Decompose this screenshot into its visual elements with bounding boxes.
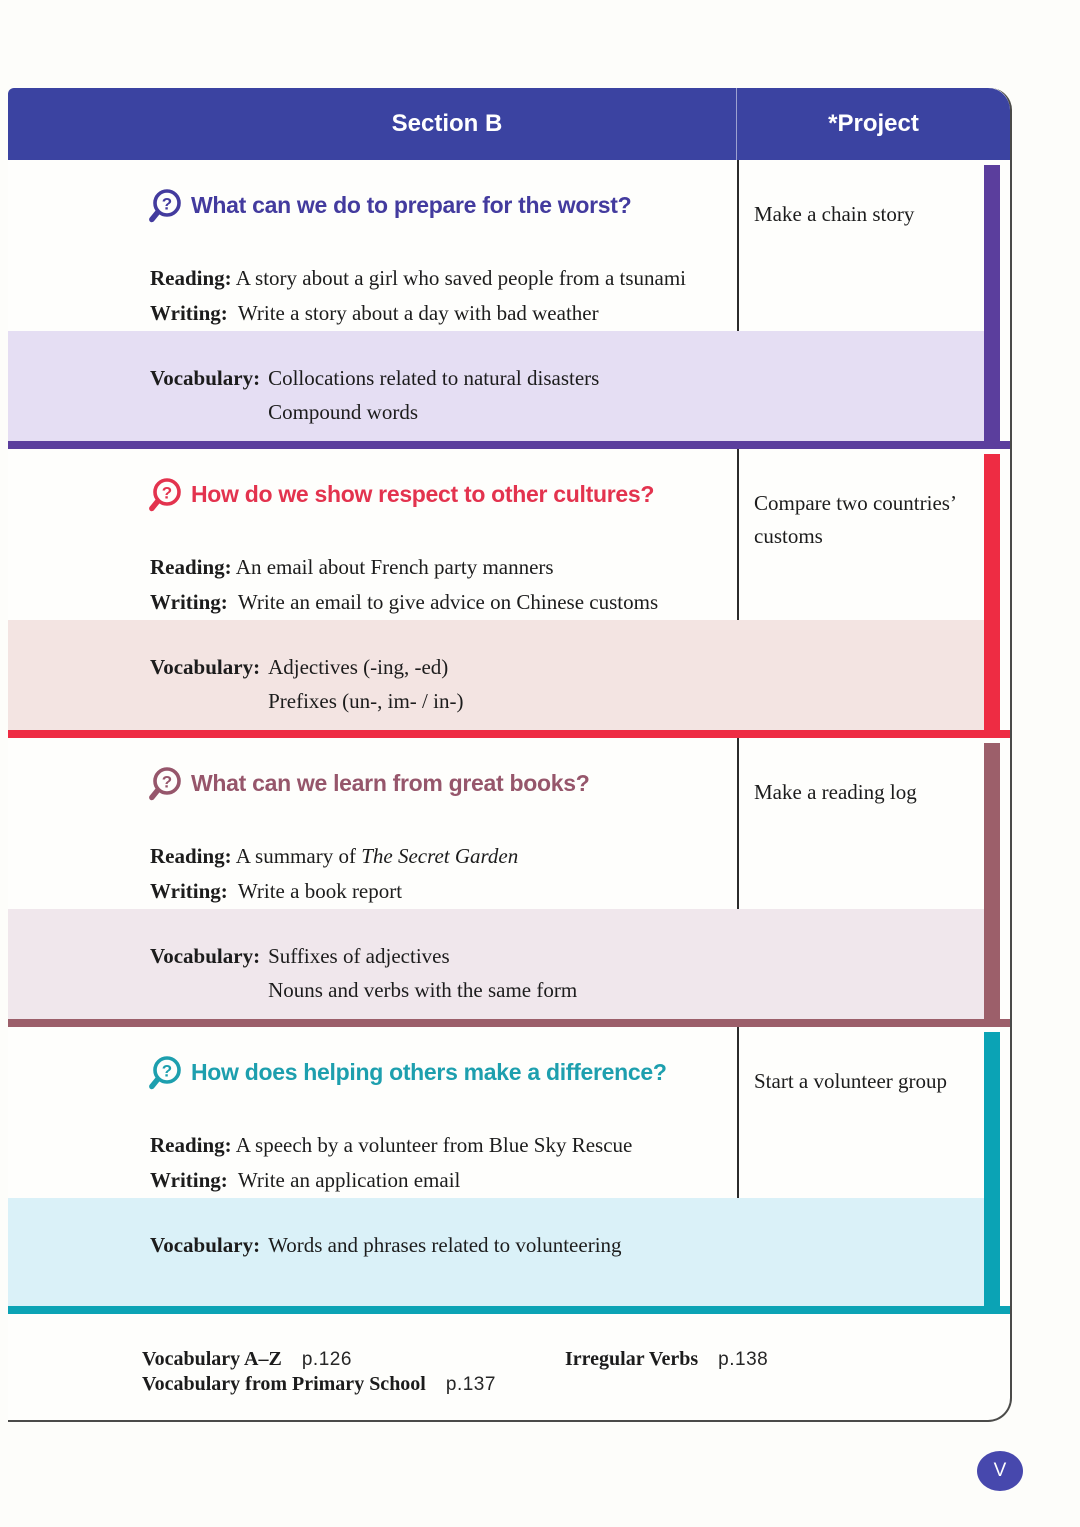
unit-project-cell: Start a volunteer group bbox=[737, 1027, 986, 1198]
writing-line: Writing: Write an email to give advice o… bbox=[150, 590, 659, 614]
reading-line: Reading: An email about French party man… bbox=[150, 555, 554, 579]
unit-accent-bar bbox=[984, 1032, 1000, 1306]
vocab-line: Words and phrases related to volunteerin… bbox=[268, 1233, 622, 1257]
question-magnifier-icon: ? bbox=[148, 477, 184, 524]
reading-writing-block: Reading: A story about a girl who saved … bbox=[150, 261, 713, 331]
reference-name: Vocabulary from Primary School bbox=[142, 1373, 426, 1395]
vocabulary-label: Vocabulary: bbox=[150, 944, 261, 968]
reference-page: p.126 bbox=[301, 1349, 352, 1370]
vocabulary-band: Vocabulary: Collocations related to natu… bbox=[8, 331, 984, 441]
vocab-line: Adjectives (-ing, -ed) bbox=[268, 655, 449, 679]
reading-line: Reading: A story about a girl who saved … bbox=[150, 266, 687, 290]
project-text: Make a chain story bbox=[754, 202, 915, 226]
unit-row: ? What can we do to prepare for the wors… bbox=[8, 160, 1010, 449]
question-magnifier-icon: ? bbox=[148, 188, 184, 235]
reference-item: Vocabulary A–Z p.126 bbox=[142, 1348, 565, 1371]
writing-line: Writing: Write an application email bbox=[150, 1168, 461, 1192]
vocab-line: Prefixes (un-, im- / in-) bbox=[268, 689, 464, 713]
reference-page: p.137 bbox=[445, 1374, 496, 1395]
page-number-badge: V bbox=[977, 1451, 1023, 1491]
unit-accent-bar bbox=[984, 454, 1000, 730]
reference-page: p.138 bbox=[718, 1349, 769, 1370]
unit-accent-bar bbox=[984, 743, 1000, 1019]
vocab-line: Suffixes of adjectives bbox=[268, 944, 450, 968]
reading-writing-block: Reading: An email about French party man… bbox=[150, 550, 713, 620]
reference-name: Irregular Verbs bbox=[565, 1348, 699, 1370]
reference-name: Vocabulary A–Z bbox=[142, 1348, 282, 1370]
unit-question-title: What can we do to prepare for the worst? bbox=[191, 192, 632, 218]
table-header: Section B *Project bbox=[8, 88, 1010, 160]
project-text: Make a reading log bbox=[754, 780, 917, 804]
page-number: V bbox=[993, 1460, 1007, 1481]
column-header-section-b: Section B bbox=[8, 88, 737, 160]
unit-project-cell: Compare two countries’ customs bbox=[737, 449, 986, 620]
question-magnifier-icon: ? bbox=[148, 1055, 184, 1102]
unit-question-title: How does helping others make a differenc… bbox=[191, 1059, 667, 1085]
unit-accent-bar bbox=[984, 165, 1000, 441]
unit-question-title: What can we learn from great books? bbox=[191, 770, 590, 796]
unit-section-b-cell: ? How does helping others make a differe… bbox=[8, 1027, 737, 1198]
unit-section-b-cell: ? How do we show respect to other cultur… bbox=[8, 449, 737, 620]
column-header-project: *Project bbox=[737, 88, 1010, 160]
reading-line: Reading: A summary of The Secret Garden bbox=[150, 844, 519, 868]
vocab-line: Nouns and verbs with the same form bbox=[268, 978, 578, 1002]
question-magnifier-icon: ? bbox=[148, 766, 184, 813]
reference-item: Vocabulary from Primary School p.137 bbox=[142, 1373, 565, 1396]
vocabulary-band: Vocabulary: Suffixes of adjectives Nouns… bbox=[8, 909, 984, 1019]
reference-footer: Vocabulary A–Z p.126 Vocabulary from Pri… bbox=[8, 1314, 1010, 1398]
unit-row: ? What can we learn from great books? Re… bbox=[8, 738, 1010, 1027]
vocabulary-band: Vocabulary: Adjectives (-ing, -ed) Prefi… bbox=[8, 620, 984, 730]
unit-row: ? How do we show respect to other cultur… bbox=[8, 449, 1010, 738]
contents-table: Section B *Project ? What can we do to p… bbox=[8, 88, 1012, 1422]
svg-text:?: ? bbox=[162, 195, 172, 214]
project-text: Start a volunteer group bbox=[754, 1069, 948, 1093]
project-label: *Project bbox=[828, 110, 919, 137]
vocabulary-label: Vocabulary: bbox=[150, 1233, 261, 1257]
section-b-label: Section B bbox=[391, 110, 503, 137]
unit-section-b-cell: ? What can we do to prepare for the wors… bbox=[8, 160, 737, 331]
project-text: Compare two countries’ customs bbox=[754, 491, 956, 548]
vocabulary-label: Vocabulary: bbox=[150, 655, 261, 679]
unit-project-cell: Make a chain story bbox=[737, 160, 986, 331]
unit-section-b-cell: ? What can we learn from great books? Re… bbox=[8, 738, 737, 909]
vocab-line: Compound words bbox=[268, 400, 419, 424]
unit-row: ? How does helping others make a differe… bbox=[8, 1027, 1010, 1314]
vocabulary-band: Vocabulary: Words and phrases related to… bbox=[8, 1198, 984, 1306]
reading-line: Reading: A speech by a volunteer from Bl… bbox=[150, 1133, 633, 1157]
svg-text:?: ? bbox=[162, 1062, 172, 1081]
vocabulary-label: Vocabulary: bbox=[150, 366, 261, 390]
unit-question-title: How do we show respect to other cultures… bbox=[191, 481, 655, 507]
reading-writing-block: Reading: A speech by a volunteer from Bl… bbox=[150, 1128, 713, 1198]
reference-item: Irregular Verbs p.138 bbox=[565, 1348, 768, 1371]
reading-writing-block: Reading: A summary of The Secret Garden … bbox=[150, 839, 713, 909]
writing-line: Writing: Write a book report bbox=[150, 879, 403, 903]
unit-project-cell: Make a reading log bbox=[737, 738, 986, 909]
svg-text:?: ? bbox=[162, 773, 172, 792]
vocab-line: Collocations related to natural disaster… bbox=[268, 366, 600, 390]
writing-line: Writing: Write a story about a day with … bbox=[150, 301, 599, 325]
svg-text:?: ? bbox=[162, 484, 172, 503]
